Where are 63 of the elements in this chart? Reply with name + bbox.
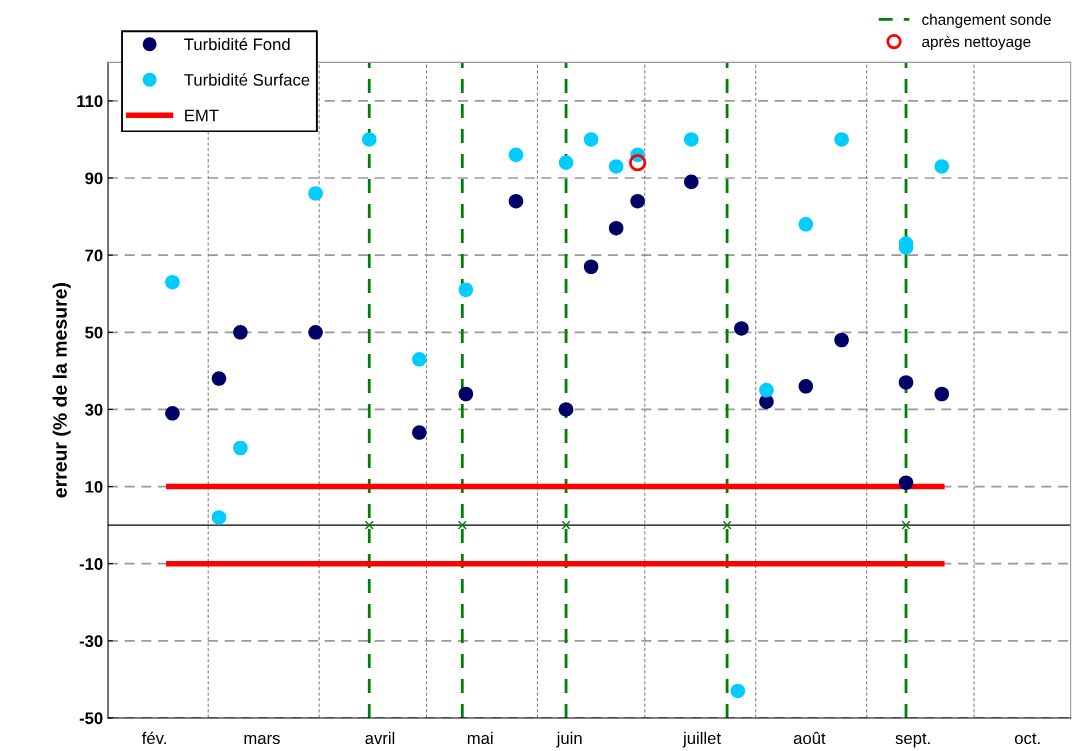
x-tick-label: juillet [682, 731, 721, 748]
point [608, 220, 624, 236]
point [834, 332, 849, 348]
point [561, 520, 571, 530]
point [364, 520, 374, 530]
x-tick-label: mai [467, 731, 493, 745]
point [458, 282, 474, 298]
legend-label: EMT [185, 109, 219, 122]
point [508, 147, 524, 163]
point [798, 379, 814, 394]
point [934, 386, 950, 402]
point [734, 321, 749, 336]
point [412, 425, 427, 440]
point [508, 193, 524, 209]
legend-label: Turbidité Fond [184, 37, 290, 51]
point [901, 520, 911, 530]
point [558, 155, 574, 170]
x-tick-label: oct. [1014, 733, 1040, 745]
point [684, 132, 699, 147]
point [211, 510, 227, 525]
point [608, 159, 624, 174]
point [834, 132, 849, 147]
point [412, 352, 427, 367]
y-tick-label: 30 [85, 403, 103, 416]
point [308, 325, 323, 340]
point [361, 132, 377, 147]
point [558, 402, 574, 417]
x-tick-label: sept. [895, 733, 930, 748]
legend-label: changement sonde [922, 13, 1051, 28]
y-tick-label: -50 [79, 712, 103, 725]
point [308, 186, 323, 201]
point [457, 520, 467, 530]
point [898, 375, 914, 390]
legend-label: après nettoyage [922, 35, 1031, 51]
x-tick-label: fév. [141, 731, 166, 745]
y-tick-label: 70 [85, 249, 103, 262]
point [458, 386, 474, 402]
point [722, 520, 732, 530]
point [583, 259, 599, 275]
point [759, 382, 774, 398]
point [934, 159, 950, 174]
y-tick-label: 10 [85, 480, 103, 493]
legend-label: Turbidité Surface [184, 73, 310, 86]
y-tick-label: 50 [85, 326, 103, 339]
point [233, 325, 248, 340]
x-tick-label: juin [556, 731, 582, 748]
y-tick-label: 110 [77, 95, 103, 108]
point [628, 153, 647, 172]
y-tick-label: 90 [85, 172, 103, 185]
y-tick-label: -10 [79, 558, 103, 570]
x-tick-label: avril [365, 731, 395, 745]
y-axis-title: erreur (% de la mesure) [52, 283, 71, 498]
point [211, 371, 227, 386]
x-tick-label: août [793, 731, 826, 745]
point [798, 217, 814, 232]
point [630, 193, 645, 209]
point [583, 132, 599, 147]
point [684, 174, 699, 190]
point [730, 683, 746, 699]
point [898, 475, 914, 490]
point [233, 440, 248, 456]
y-tick-label: -30 [79, 635, 103, 648]
x-tick-label: mars [244, 734, 280, 745]
